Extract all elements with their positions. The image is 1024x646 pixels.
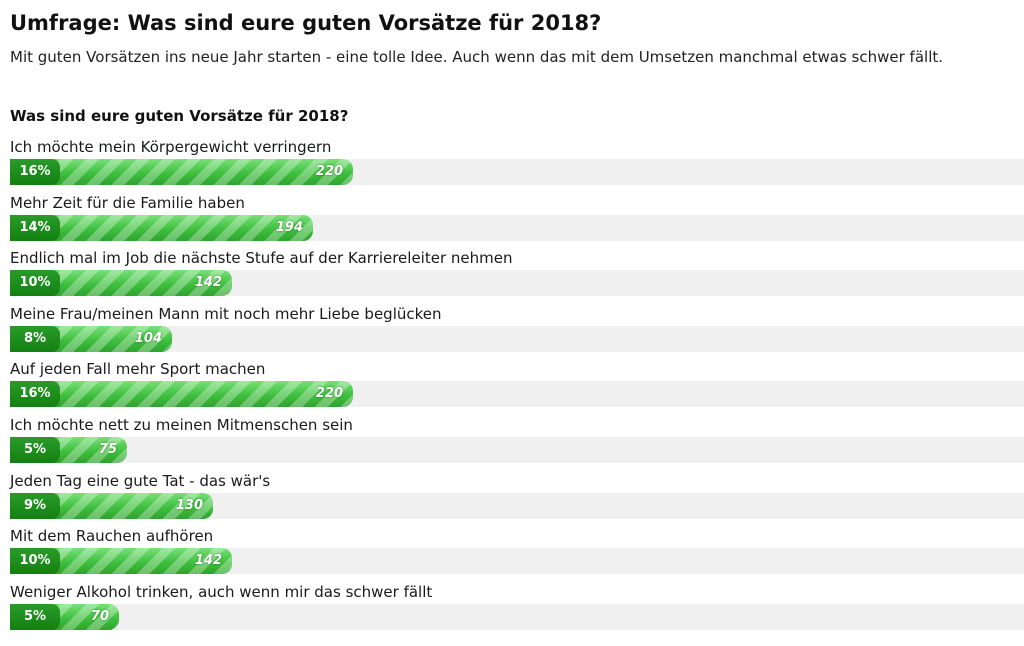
page-title: Umfrage: Was sind eure guten Vorsätze fü… <box>10 11 602 35</box>
option-label: Endlich mal im Job die nächste Stufe auf… <box>10 249 513 268</box>
option-label: Auf jeden Fall mehr Sport machen <box>10 360 266 379</box>
bar: 14% 194 <box>10 214 313 241</box>
bar-track: 5% 70 <box>10 603 1024 630</box>
bar-track: 16% 220 <box>10 159 1024 185</box>
vote-count-label: 194 <box>275 219 303 235</box>
vote-count-label: 104 <box>134 330 162 346</box>
percent-label: 10% <box>10 548 60 575</box>
bar: 16% 220 <box>10 159 353 185</box>
poll-row: Ich möchte nett zu meinen Mitmenschen se… <box>0 413 1024 469</box>
vote-count-label: 142 <box>194 553 222 569</box>
bar-track: 16% 220 <box>10 381 1024 408</box>
poll-row: Mit dem Rauchen aufhören 10% 142 <box>0 524 1024 580</box>
bar-track: 8% 104 <box>10 325 1024 352</box>
vote-count-label: 220 <box>315 386 343 402</box>
bar-track: 14% 194 <box>10 214 1024 241</box>
poll-row: Mehr Zeit für die Familie haben 14% 194 <box>0 191 1024 247</box>
bar: 10% 142 <box>10 270 232 297</box>
poll-row: Endlich mal im Job die nächste Stufe auf… <box>0 246 1024 302</box>
percent-label: 5% <box>10 436 60 463</box>
bar: 16% 220 <box>10 381 353 408</box>
bar: 8% 104 <box>10 325 172 352</box>
vote-count-label: 130 <box>175 497 203 513</box>
vote-count-label: 70 <box>90 608 109 624</box>
poll-row: Meine Frau/meinen Mann mit noch mehr Lie… <box>0 302 1024 358</box>
poll-question: Was sind eure guten Vorsätze für 2018? <box>10 107 349 125</box>
poll-results: Ich möchte mein Körpergewicht verringern… <box>0 135 1024 635</box>
percent-label: 16% <box>10 159 60 185</box>
bar-track: 10% 142 <box>10 270 1024 297</box>
bar: 5% 75 <box>10 436 127 463</box>
bar: 9% 130 <box>10 492 213 519</box>
vote-count-label: 75 <box>98 441 117 457</box>
percent-label: 14% <box>10 214 60 241</box>
vote-count-label: 142 <box>194 275 222 291</box>
bar: 5% 70 <box>10 603 119 630</box>
option-label: Meine Frau/meinen Mann mit noch mehr Lie… <box>10 304 442 323</box>
option-label: Ich möchte nett zu meinen Mitmenschen se… <box>10 415 353 434</box>
percent-label: 5% <box>10 603 60 630</box>
percent-label: 8% <box>10 325 60 352</box>
vote-count-label: 220 <box>315 164 343 179</box>
poll-row: Jeden Tag eine gute Tat - das wär's 9% 130 <box>0 469 1024 525</box>
option-label: Mehr Zeit für die Familie haben <box>10 193 245 212</box>
option-label: Mit dem Rauchen aufhören <box>10 527 214 546</box>
option-label: Weniger Alkohol trinken, auch wenn mir d… <box>10 582 433 601</box>
poll-row: Weniger Alkohol trinken, auch wenn mir d… <box>0 580 1024 636</box>
poll-row: Ich möchte mein Körpergewicht verringern… <box>0 135 1024 191</box>
percent-label: 10% <box>10 270 60 297</box>
percent-label: 9% <box>10 492 60 519</box>
bar-track: 5% 75 <box>10 436 1024 463</box>
bar: 10% 142 <box>10 548 232 575</box>
option-label: Ich möchte mein Körpergewicht verringern <box>10 138 332 156</box>
poll-row: Auf jeden Fall mehr Sport machen 16% 220 <box>0 357 1024 413</box>
bar-track: 9% 130 <box>10 492 1024 519</box>
percent-label: 16% <box>10 381 60 408</box>
page-subtitle: Mit guten Vorsätzen ins neue Jahr starte… <box>10 48 944 66</box>
option-label: Jeden Tag eine gute Tat - das wär's <box>10 471 271 490</box>
bar-track: 10% 142 <box>10 548 1024 575</box>
